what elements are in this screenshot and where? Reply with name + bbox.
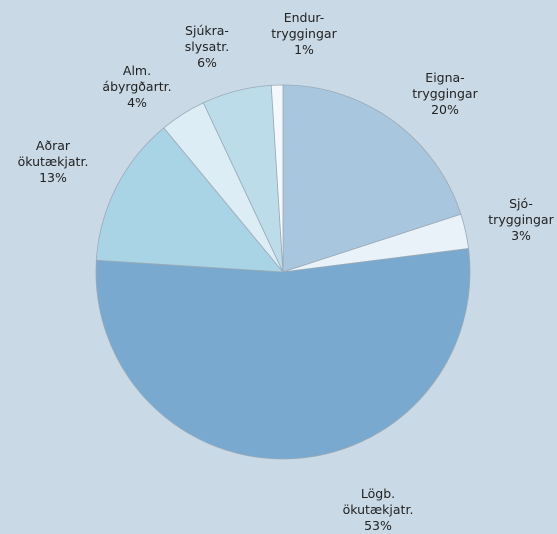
category-name: Sjó- tryggingar [488, 196, 554, 227]
value-label: 53% [364, 518, 392, 533]
slice-label: Alm. ábyrgðartr. 4% [102, 63, 171, 111]
slice-label: Lögb. ökutækjatr. 53% [343, 486, 414, 534]
category-name: Endur- tryggingar [271, 10, 337, 41]
category-name: Lögb. ökutækjatr. [342, 486, 414, 517]
slice-label: Sjó- tryggingar 3% [488, 196, 553, 244]
value-label: 3% [511, 228, 531, 243]
slice-label: Sjúkra- slysatr. 6% [185, 23, 229, 71]
pie-slice [95, 127, 284, 273]
slice-label: Aðrar ökutækjatr. 13% [18, 138, 89, 186]
pie-slice [95, 248, 471, 460]
slice-label: Eigna- tryggingar 20% [412, 70, 477, 118]
category-name: Sjúkra- slysatr. [184, 23, 230, 54]
value-label: 6% [197, 55, 217, 70]
value-label: 13% [39, 170, 67, 185]
value-label: 20% [431, 102, 459, 117]
pie-slice [282, 84, 462, 273]
category-name: Aðrar ökutækjatr. [17, 138, 89, 169]
value-label: 4% [127, 95, 147, 110]
value-label: 1% [294, 42, 314, 57]
slice-label: Endur- tryggingar 1% [271, 10, 336, 58]
pie-slice [270, 84, 284, 273]
category-name: Alm. ábyrgðartr. [102, 63, 172, 94]
category-name: Eigna- tryggingar [412, 70, 478, 101]
